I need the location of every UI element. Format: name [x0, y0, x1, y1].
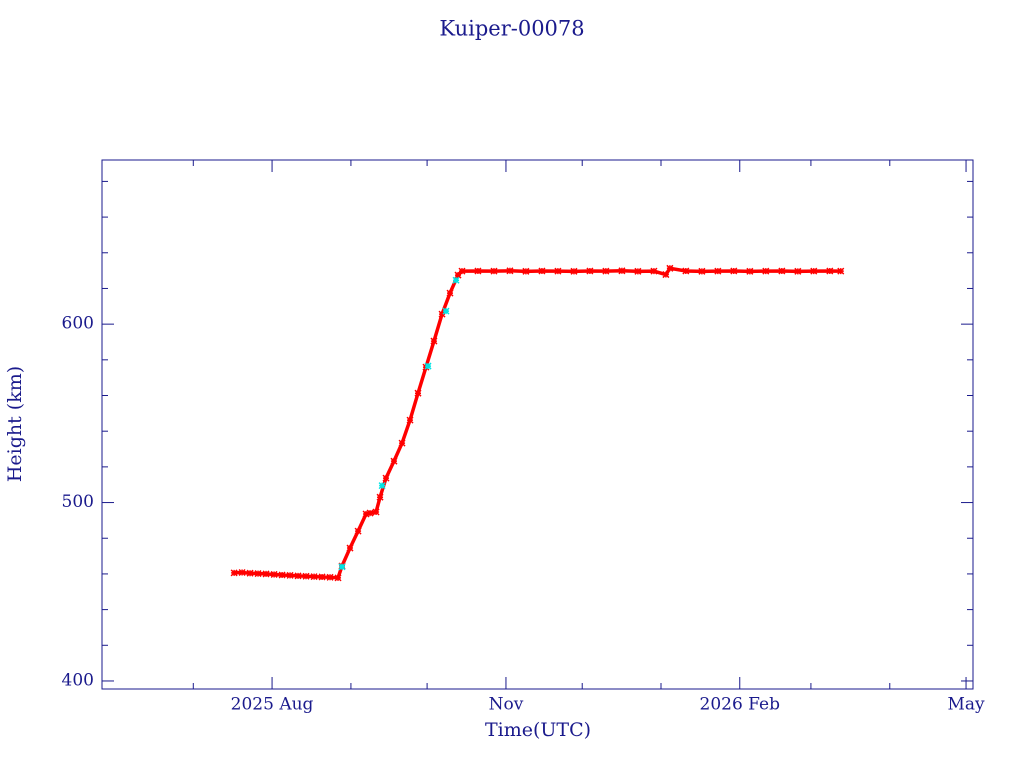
data-point	[454, 271, 462, 279]
data-point	[414, 389, 422, 397]
data-point	[698, 267, 706, 275]
data-point	[810, 267, 818, 275]
data-line	[234, 266, 841, 580]
data-point	[430, 337, 438, 345]
data-point	[458, 267, 466, 275]
data-point	[650, 267, 658, 275]
data-point	[438, 310, 446, 318]
data-point	[714, 267, 722, 275]
data-point	[538, 267, 546, 275]
data-point	[346, 544, 354, 552]
data-point	[586, 267, 594, 275]
data-point	[254, 570, 262, 578]
data-point	[366, 509, 374, 517]
x-tick-label: 2025 Aug	[231, 695, 314, 715]
data-point	[666, 264, 674, 272]
data-point	[837, 267, 845, 275]
data-point	[634, 267, 642, 275]
data-point	[762, 267, 770, 275]
data-point	[230, 569, 238, 577]
data-point	[662, 271, 670, 279]
data-point	[424, 362, 432, 370]
data-point	[286, 571, 294, 579]
y-tick-label: 500	[62, 492, 94, 512]
data-point	[570, 267, 578, 275]
y-tick-label: 600	[62, 314, 94, 334]
data-point	[490, 267, 498, 275]
data-point	[398, 439, 406, 447]
data-point	[442, 307, 450, 315]
data-point	[278, 571, 286, 579]
data-point	[682, 267, 690, 275]
data-point	[522, 267, 530, 275]
data-point	[302, 572, 310, 580]
data-point	[318, 573, 326, 581]
data-point	[382, 474, 390, 482]
data-point	[354, 527, 362, 535]
data-point	[310, 573, 318, 581]
data-point	[554, 267, 562, 275]
y-axis-label: Height (km)	[4, 366, 26, 482]
data-point	[506, 267, 514, 275]
data-point	[794, 267, 802, 275]
data-point	[294, 572, 302, 580]
data-point	[778, 267, 786, 275]
x-axis-label: Time(UTC)	[485, 719, 591, 741]
y-tick-label: 400	[62, 670, 94, 690]
x-tick-label: May	[947, 695, 985, 715]
data-point	[618, 267, 626, 275]
data-point	[390, 457, 398, 465]
data-point	[826, 267, 834, 275]
data-point	[338, 563, 346, 571]
data-point	[376, 493, 384, 501]
data-point	[452, 276, 460, 284]
data-point	[262, 570, 270, 578]
data-point	[730, 267, 738, 275]
data-point	[378, 482, 386, 490]
data-point	[334, 574, 342, 582]
data-point	[474, 267, 482, 275]
x-tick-label: Nov	[489, 695, 524, 715]
data-point	[362, 510, 370, 518]
data-point	[326, 573, 334, 581]
data-point	[372, 508, 380, 516]
data-point	[746, 267, 754, 275]
data-point	[238, 568, 246, 577]
data-point	[602, 267, 610, 275]
plot-frame	[101, 159, 974, 690]
data-point	[270, 570, 278, 578]
data-point	[406, 416, 414, 424]
data-point	[446, 289, 454, 297]
chart-title: Kuiper-00078	[439, 17, 584, 41]
data-point	[246, 569, 254, 577]
x-tick-label: 2026 Feb	[700, 695, 781, 715]
